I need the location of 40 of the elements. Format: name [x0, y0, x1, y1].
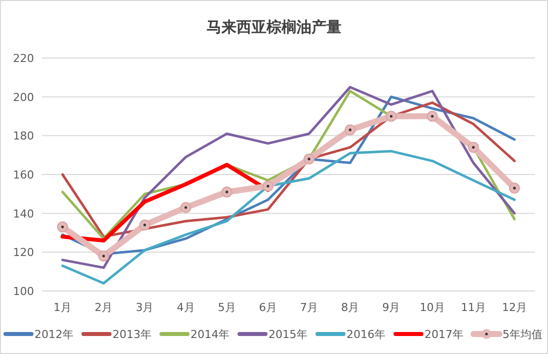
x-tick-label: 1月: [54, 301, 72, 314]
legend-label: 2017年: [424, 328, 464, 341]
point: [221, 186, 232, 198]
x-tick-label: 4月: [176, 301, 195, 314]
legend-label: 2016年: [346, 328, 386, 341]
y-tick-label: 200: [13, 90, 34, 104]
point: [57, 221, 68, 232]
point: [386, 110, 397, 122]
line-series: [61, 150, 516, 284]
point: [508, 182, 520, 194]
x-tick-label: 9月: [382, 301, 400, 314]
y-tick-label: 120: [13, 246, 34, 260]
point: [344, 124, 356, 136]
chart-title: 马来西亚棕榈油产量: [206, 18, 342, 36]
x-tick-label: 7月: [300, 301, 318, 314]
x-tick-label: 6月: [258, 301, 277, 314]
y-tick-label: 100: [13, 285, 34, 298]
legend-label: 2014年: [190, 328, 230, 341]
legend-label: 5年均值: [502, 328, 542, 341]
point: [180, 202, 192, 214]
point: [262, 180, 274, 192]
x-tick-label: 10月: [420, 301, 445, 314]
x-tick-label: 2月: [94, 301, 113, 314]
y-tick-label: 180: [13, 130, 34, 143]
x-tick-label: 5月: [218, 301, 236, 314]
point: [426, 110, 438, 122]
y-tick-label: 220: [13, 52, 34, 65]
x-tick-label: 8月: [341, 301, 360, 314]
point: [304, 153, 315, 164]
y-tick-label: 140: [13, 207, 34, 220]
point: [468, 142, 479, 153]
x-tick-label: 3月: [136, 301, 154, 314]
point: [98, 250, 110, 262]
x-tick-label: 11月: [460, 301, 486, 314]
x-tick-label: 12月: [502, 301, 527, 314]
y-tick-label: 160: [13, 168, 34, 182]
legend-label: 2012年: [34, 328, 74, 341]
legend-label: 2015年: [268, 328, 308, 341]
legend-label: 2013年: [112, 328, 152, 341]
point: [139, 219, 150, 230]
